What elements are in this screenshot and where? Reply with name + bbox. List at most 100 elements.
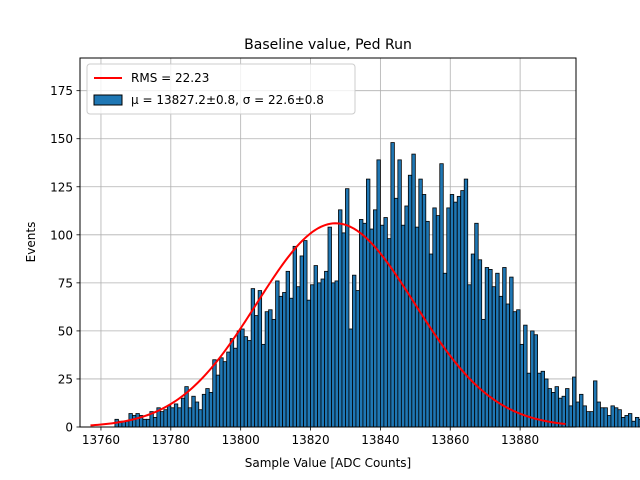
y-axis-ticks: 0 25 50 75 100 125 150 175 <box>50 84 80 435</box>
histogram-bar <box>600 407 605 428</box>
histogram-bar <box>603 407 608 428</box>
histogram-bar <box>634 416 640 428</box>
histogram-bar <box>313 265 318 428</box>
histogram-bar <box>484 267 490 428</box>
histogram-bar <box>540 370 545 428</box>
histogram-bar <box>261 343 266 428</box>
histogram-bar <box>254 315 259 428</box>
histogram-bar <box>296 286 301 428</box>
histogram-bar <box>334 280 339 428</box>
gaussian-fit-line <box>90 222 566 427</box>
histogram-bar <box>554 386 559 428</box>
histogram-bar <box>481 318 486 428</box>
histogram-bar <box>393 197 399 428</box>
histogram-bar <box>404 205 409 428</box>
histogram-bar <box>376 159 381 428</box>
histogram-bar <box>477 259 483 428</box>
histogram-bar <box>565 388 570 428</box>
histogram-bar <box>282 292 287 428</box>
histogram-bar <box>233 347 238 428</box>
histogram-bar <box>453 201 458 428</box>
histogram-bar <box>523 324 528 428</box>
x-tick-label: 13780 <box>152 433 190 447</box>
histogram-bar <box>596 401 601 428</box>
plot-frame <box>79 57 577 428</box>
histogram-bar <box>474 222 479 428</box>
histogram-bar <box>463 178 469 428</box>
histogram-bar <box>125 420 130 428</box>
histogram-bar <box>607 415 612 428</box>
histogram-bar <box>352 274 357 428</box>
histogram-bar <box>362 222 367 428</box>
histogram-bar <box>397 159 402 428</box>
histogram-bar <box>568 405 573 428</box>
histogram-bar <box>533 334 538 428</box>
histogram-bar <box>509 276 514 428</box>
histogram-bar <box>575 401 580 428</box>
histogram-bar <box>324 270 329 428</box>
histogram-bar <box>579 393 584 428</box>
x-tick-label: 13800 <box>222 433 260 447</box>
histogram-bar <box>516 309 521 428</box>
legend-histogram-swatch <box>93 94 123 106</box>
histogram-bar <box>411 153 416 428</box>
y-tick-label: 100 <box>50 228 73 242</box>
histogram-bar <box>369 228 374 428</box>
legend-histogram-label: μ = 13827.2±0.8, σ = 22.6±0.8 <box>131 93 324 107</box>
histogram-bar <box>208 392 214 428</box>
histogram-bar <box>446 207 451 428</box>
histogram-bar <box>166 405 172 428</box>
histogram-bar <box>163 409 168 428</box>
histogram-bar <box>359 219 364 428</box>
x-axis-ticks: 13760 13780 13800 13820 13840 13860 13880 <box>82 427 539 447</box>
y-tick-label: 75 <box>58 276 73 290</box>
x-tick-label: 13820 <box>291 433 329 447</box>
histogram-bar <box>530 330 535 428</box>
histogram-bar <box>289 297 294 428</box>
histogram-bar <box>142 418 147 428</box>
histogram-bar <box>198 409 203 428</box>
histogram-bar <box>631 420 636 428</box>
histogram-bar <box>470 253 476 428</box>
histogram-bar <box>131 415 137 428</box>
y-tick-label: 150 <box>50 132 73 146</box>
histogram-bar <box>268 309 273 428</box>
histogram-bar <box>400 224 406 428</box>
histogram-bar <box>638 418 640 428</box>
histogram-bar <box>467 284 472 428</box>
histogram-bar <box>449 194 455 428</box>
histogram-bar <box>292 245 297 428</box>
histogram-bar <box>159 411 165 428</box>
histogram-bar <box>561 395 566 428</box>
histogram-bar <box>226 351 231 428</box>
y-tick-label: 25 <box>58 372 73 386</box>
histogram-bar <box>236 330 242 428</box>
histogram-bar <box>421 194 427 428</box>
histogram-bar <box>589 411 594 428</box>
histogram-bar <box>498 295 504 428</box>
histogram-bar <box>180 397 186 428</box>
histogram-bar <box>306 299 311 428</box>
histogram-bar <box>257 290 263 428</box>
x-tick-label: 13840 <box>361 433 399 447</box>
histogram-bar <box>278 295 283 428</box>
chart-title: Baseline value, Ped Run <box>244 37 412 53</box>
histogram-bar <box>348 328 353 428</box>
y-tick-label: 50 <box>58 324 73 338</box>
histogram-bar <box>610 405 615 428</box>
histogram-bar <box>201 393 207 428</box>
histogram-bar <box>222 361 228 428</box>
histogram-bar <box>219 357 224 428</box>
histogram-bar <box>275 280 280 428</box>
histogram-bar <box>488 269 493 428</box>
histogram-bar <box>310 284 315 428</box>
histogram-bar <box>299 255 304 428</box>
histogram-bar <box>460 190 465 428</box>
histogram-bar <box>390 142 395 428</box>
histogram-bar <box>177 407 182 428</box>
histogram-bar <box>247 340 252 428</box>
histogram-bar <box>491 286 497 428</box>
y-tick-label: 175 <box>50 84 73 98</box>
histogram-bar <box>621 416 626 428</box>
histogram-bar <box>317 282 322 428</box>
